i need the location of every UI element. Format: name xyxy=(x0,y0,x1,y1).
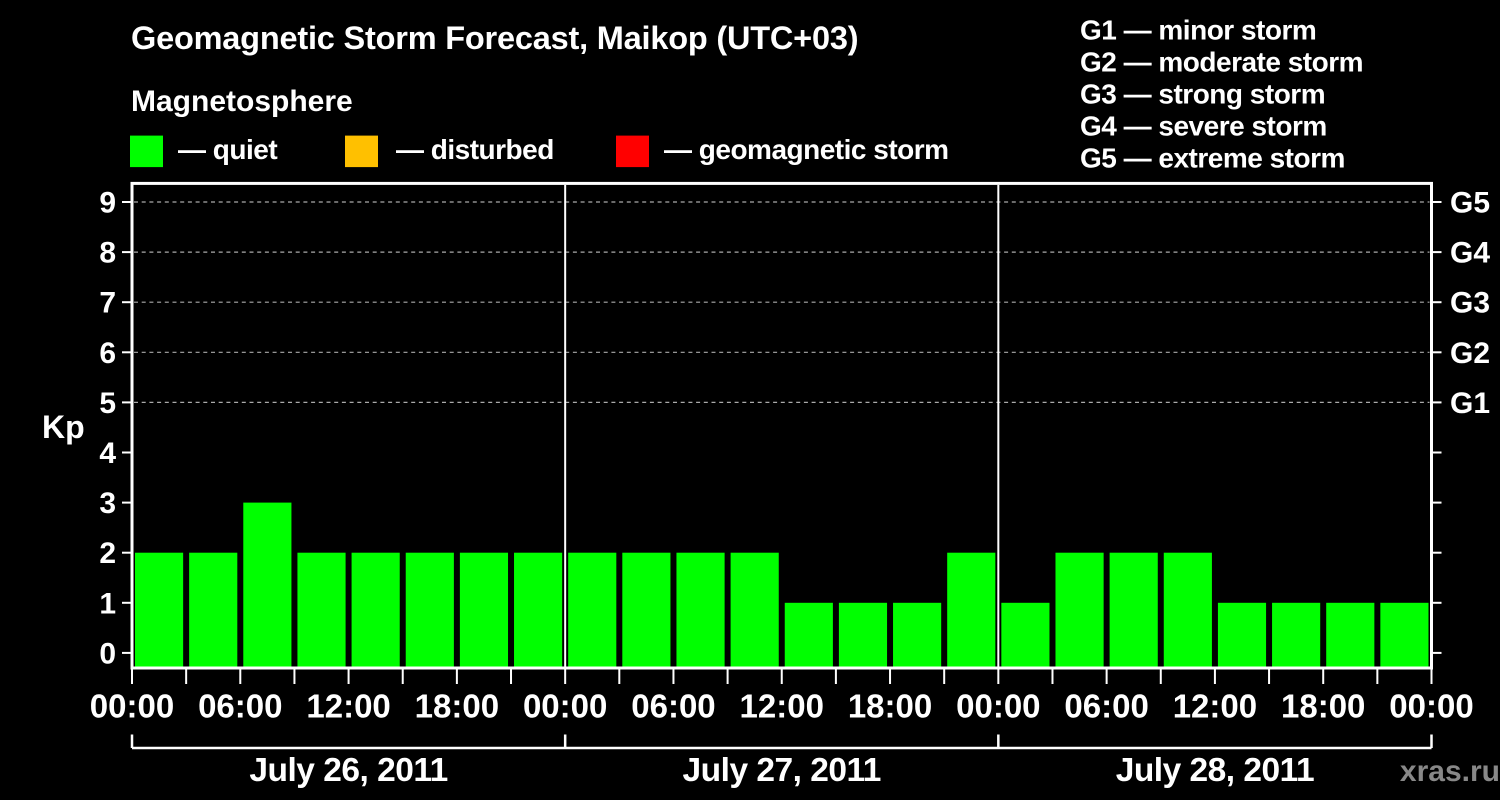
svg-text:4: 4 xyxy=(99,437,116,470)
svg-text:06:00: 06:00 xyxy=(631,688,715,725)
svg-text:18:00: 18:00 xyxy=(1281,688,1365,725)
svg-text:G1 — minor storm: G1 — minor storm xyxy=(1080,15,1316,46)
svg-text:12:00: 12:00 xyxy=(740,688,824,725)
svg-text:12:00: 12:00 xyxy=(1173,688,1257,725)
svg-text:July 26, 2011: July 26, 2011 xyxy=(249,752,447,789)
svg-text:06:00: 06:00 xyxy=(1064,688,1148,725)
svg-text:July 28, 2011: July 28, 2011 xyxy=(1116,752,1314,789)
svg-text:00:00: 00:00 xyxy=(956,688,1040,725)
svg-text:G4 — severe storm: G4 — severe storm xyxy=(1080,111,1327,142)
svg-text:6: 6 xyxy=(99,337,116,370)
svg-text:00:00: 00:00 xyxy=(1389,688,1473,725)
svg-text:Magnetosphere: Magnetosphere xyxy=(131,85,353,118)
svg-text:G5 — extreme storm: G5 — extreme storm xyxy=(1080,143,1345,174)
svg-text:0: 0 xyxy=(99,637,116,670)
svg-text:9: 9 xyxy=(99,187,116,220)
svg-text:12:00: 12:00 xyxy=(306,688,390,725)
svg-text:xras.ru: xras.ru xyxy=(1400,755,1500,788)
svg-text:00:00: 00:00 xyxy=(523,688,607,725)
svg-text:Geomagnetic Storm Forecast, Ma: Geomagnetic Storm Forecast, Maikop (UTC+… xyxy=(131,20,858,56)
svg-text:— disturbed: — disturbed xyxy=(396,134,554,165)
svg-text:8: 8 xyxy=(99,237,116,270)
svg-text:5: 5 xyxy=(99,387,116,420)
svg-text:G4: G4 xyxy=(1450,237,1490,270)
svg-text:— geomagnetic storm: — geomagnetic storm xyxy=(664,134,949,165)
svg-text:G3 — strong storm: G3 — strong storm xyxy=(1080,79,1325,110)
svg-text:— quiet: — quiet xyxy=(178,134,277,165)
svg-text:06:00: 06:00 xyxy=(198,688,282,725)
svg-text:G2: G2 xyxy=(1450,337,1490,370)
svg-text:G1: G1 xyxy=(1450,387,1490,420)
svg-text:July 27, 2011: July 27, 2011 xyxy=(683,752,881,789)
svg-text:18:00: 18:00 xyxy=(415,688,499,725)
svg-text:2: 2 xyxy=(99,537,116,570)
svg-text:00:00: 00:00 xyxy=(90,688,174,725)
svg-text:3: 3 xyxy=(99,487,116,520)
svg-text:G5: G5 xyxy=(1450,187,1490,220)
svg-text:G2 — moderate storm: G2 — moderate storm xyxy=(1080,47,1363,78)
svg-text:G3: G3 xyxy=(1450,287,1490,320)
svg-text:Kp: Kp xyxy=(42,409,85,445)
svg-text:18:00: 18:00 xyxy=(848,688,932,725)
svg-text:1: 1 xyxy=(99,587,116,620)
svg-text:7: 7 xyxy=(99,287,116,320)
